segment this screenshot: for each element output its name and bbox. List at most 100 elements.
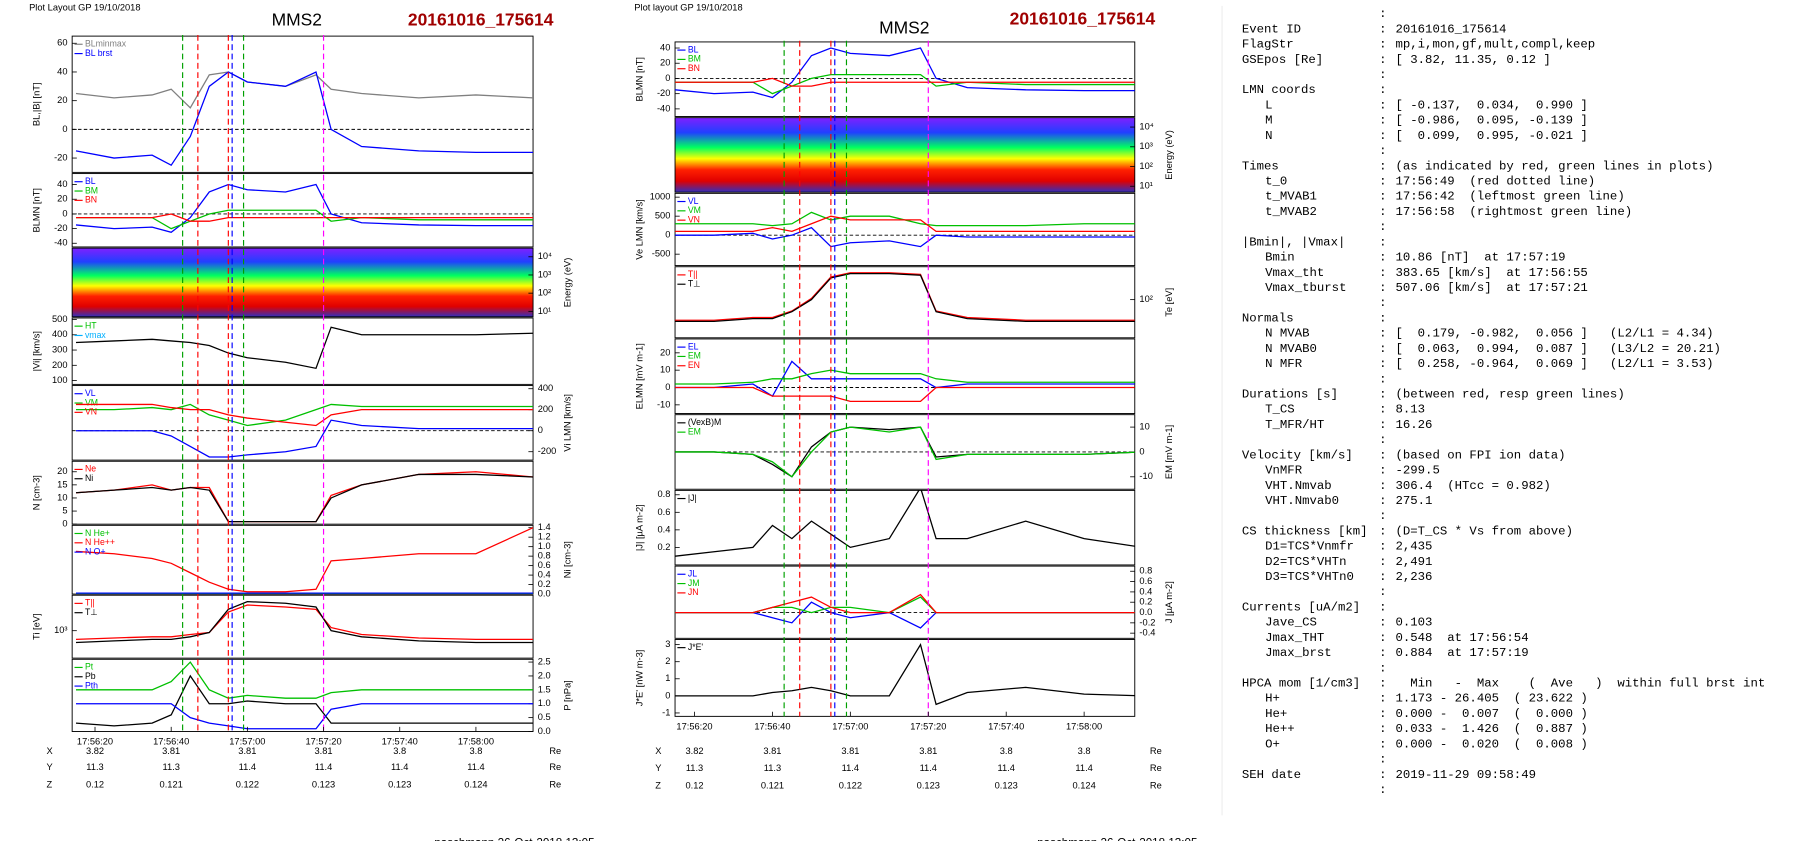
row-label: t_MVAB1 bbox=[1265, 190, 1317, 204]
y-tick-label: 10³ bbox=[1139, 141, 1152, 151]
legend-entry: VL bbox=[688, 196, 699, 206]
legend-entry: EL bbox=[688, 341, 699, 351]
legend-entry: Pt bbox=[85, 662, 94, 672]
colon: : bbox=[1379, 98, 1386, 112]
y-axis-label: Energy (eV) bbox=[1164, 130, 1174, 180]
panel-frame bbox=[71, 173, 534, 248]
colon: : bbox=[1379, 448, 1386, 462]
y-axis-label: J*E' [nW m-3] bbox=[635, 650, 645, 707]
colon: : bbox=[1379, 418, 1386, 432]
y-axis-label: BL,|B| [nT] bbox=[32, 82, 42, 126]
legend-entry: BL bbox=[85, 176, 96, 186]
row-value: 1.173 - 26.405 ( 23.622 ) bbox=[1395, 692, 1587, 706]
y-tick-label: 0 bbox=[665, 230, 670, 240]
position-name: X bbox=[47, 746, 53, 756]
colon: : bbox=[1379, 83, 1386, 97]
plot-footer: paschmann 26-Oct-2018 13:05 bbox=[1037, 836, 1197, 841]
y-tick-label: 400 bbox=[52, 329, 68, 339]
y-tick-label: 0.6 bbox=[538, 560, 551, 570]
row-value: [ -0.986, 0.095, -0.139 ] bbox=[1395, 114, 1587, 128]
row-label: M bbox=[1265, 114, 1272, 128]
colon: : bbox=[1379, 281, 1386, 295]
y-tick-label: 0 bbox=[538, 425, 543, 435]
position-value: 11.4 bbox=[1075, 763, 1092, 773]
section-note: Min - Max ( Ave ) within full brst int bbox=[1395, 677, 1765, 691]
legend-entry: |J| bbox=[688, 493, 697, 503]
legend-entry: JL bbox=[688, 569, 697, 579]
row-value: 383.65 [km/s] at 17:56:55 bbox=[1395, 266, 1587, 280]
y-tick-label: 10¹ bbox=[1139, 181, 1152, 191]
y-tick-label: 20 bbox=[57, 194, 67, 204]
colon: : bbox=[1379, 403, 1386, 417]
y-tick-label: 10 bbox=[1139, 422, 1149, 432]
y-axis-label: Ti [eV] bbox=[32, 613, 42, 640]
row-value: 17:56:49 (red dotted line) bbox=[1395, 175, 1595, 189]
series-line bbox=[75, 527, 534, 593]
y-axis-label: J [µA m-2] bbox=[1164, 581, 1174, 623]
spectrogram bbox=[72, 248, 534, 317]
position-value: 3.82 bbox=[86, 746, 104, 756]
y-tick-label: -0.2 bbox=[1139, 617, 1155, 627]
colon: : bbox=[1379, 68, 1386, 82]
x-tick-label: 17:57:20 bbox=[305, 736, 341, 746]
series-line bbox=[75, 674, 534, 727]
colon: : bbox=[1379, 38, 1386, 52]
y-tick-label: 500 bbox=[52, 314, 68, 324]
panel-frame bbox=[71, 35, 534, 173]
y-axis-label: BLMN [nT] bbox=[32, 188, 42, 232]
y-tick-label: 0.8 bbox=[538, 551, 551, 561]
panel-frame bbox=[71, 317, 534, 385]
colon: : bbox=[1379, 342, 1386, 356]
y-tick-label: 1 bbox=[665, 673, 670, 683]
y-tick-label: 0.2 bbox=[657, 542, 670, 552]
y-axis-label: |J| [µA m-2] bbox=[635, 504, 645, 551]
section-note: (based on FPI ion data) bbox=[1395, 448, 1565, 462]
series-line bbox=[675, 490, 1135, 557]
colon: : bbox=[1379, 631, 1386, 645]
series-line bbox=[675, 360, 1135, 398]
legend-entry: Pth bbox=[85, 680, 98, 690]
y-tick-label: -200 bbox=[538, 446, 557, 456]
y-tick-label: 0.0 bbox=[538, 726, 551, 736]
row-value: 17:56:58 (rightmost green line) bbox=[1395, 205, 1632, 219]
y-axis-label: N [cm-3] bbox=[32, 475, 42, 510]
series-line bbox=[675, 47, 1135, 99]
position-value: 3.81 bbox=[315, 746, 333, 756]
position-name: X bbox=[655, 746, 661, 756]
y-tick-label: 300 bbox=[52, 344, 68, 354]
legend-entry: JN bbox=[688, 587, 699, 597]
legend-entry: N He+ bbox=[85, 528, 110, 538]
y-tick-label: 0.6 bbox=[657, 507, 670, 517]
section-heading: LMN coords bbox=[1242, 83, 1316, 97]
x-tick-label: 17:57:00 bbox=[229, 736, 265, 746]
x-tick-label: 17:57:20 bbox=[910, 721, 946, 731]
colon: : bbox=[1379, 129, 1386, 143]
legend-entry: VN bbox=[688, 214, 700, 224]
colon: : bbox=[1379, 585, 1386, 599]
y-tick-label: 5 bbox=[62, 506, 67, 516]
legend-entry: JM bbox=[688, 578, 700, 588]
colon: : bbox=[1379, 509, 1386, 523]
y-tick-label: 40 bbox=[57, 179, 67, 189]
y-axis-label: P [nPa] bbox=[562, 680, 572, 710]
colon: : bbox=[1379, 661, 1386, 675]
colon: : bbox=[1379, 175, 1386, 189]
colon: : bbox=[1379, 190, 1386, 204]
legend-entry: BN bbox=[85, 195, 97, 205]
colon: : bbox=[1379, 479, 1386, 493]
y-tick-label: -0.4 bbox=[1139, 628, 1155, 638]
legend-entry: VN bbox=[85, 407, 97, 417]
colon: : bbox=[1379, 251, 1386, 265]
row-value: 2019-11-29 09:58:49 bbox=[1395, 768, 1536, 782]
panel-frame bbox=[71, 658, 534, 732]
colon: : bbox=[1379, 220, 1386, 234]
y-tick-label: 20 bbox=[57, 95, 67, 105]
colon: : bbox=[1379, 707, 1386, 721]
row-label: T_MFR/HT bbox=[1265, 418, 1324, 432]
row-value: 2,236 bbox=[1395, 570, 1432, 584]
position-value: 3.81 bbox=[841, 746, 859, 756]
row-value: 10.86 [nT] at 17:57:19 bbox=[1395, 251, 1565, 265]
section-heading: Durations [s] bbox=[1242, 387, 1338, 401]
y-tick-label: -10 bbox=[1139, 471, 1152, 481]
series-line bbox=[675, 593, 1135, 614]
